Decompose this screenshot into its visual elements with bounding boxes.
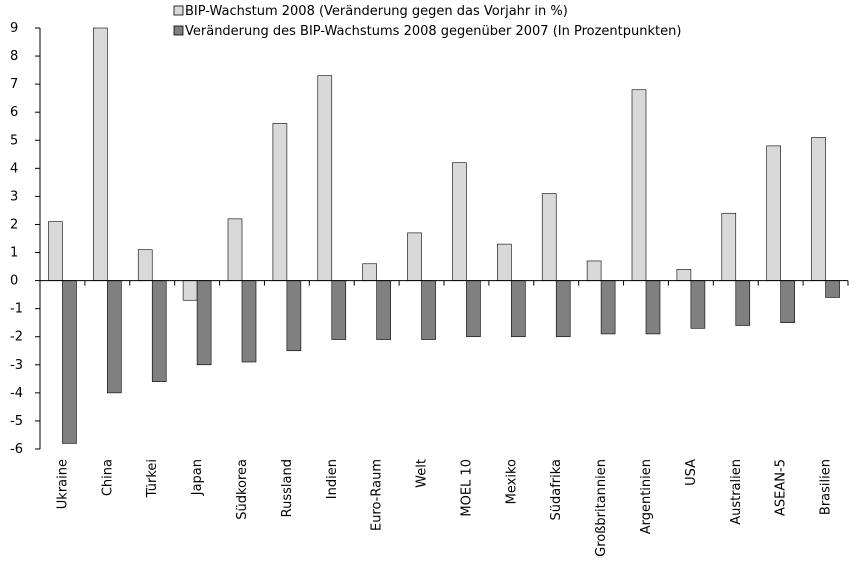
category-label: USA bbox=[684, 459, 699, 486]
category-label: Euro-Raum bbox=[370, 459, 385, 531]
bar-growth-2008 bbox=[317, 75, 333, 281]
y-tick-label: 3 bbox=[10, 189, 18, 204]
bar-growth-2008 bbox=[362, 263, 377, 281]
bar-change-vs-2007 bbox=[331, 280, 347, 340]
legend-label: BIP-Wachstum 2008 (Veränderung gegen das… bbox=[185, 4, 568, 19]
category-label: Australien bbox=[729, 459, 744, 525]
y-tick-label: -1 bbox=[10, 302, 23, 317]
legend-swatch bbox=[173, 25, 184, 36]
y-tick-label: 8 bbox=[10, 49, 18, 64]
bar-change-vs-2007 bbox=[62, 280, 77, 444]
y-tick-label: 9 bbox=[10, 21, 18, 36]
y-tick-label: 0 bbox=[10, 274, 18, 289]
y-tick-label: -5 bbox=[10, 414, 23, 429]
legend-swatch bbox=[173, 5, 184, 16]
y-tick-label: -4 bbox=[10, 386, 23, 401]
y-tick-label: -6 bbox=[10, 442, 23, 457]
y-tick-label: 1 bbox=[10, 246, 18, 261]
category-label: Großbritannien bbox=[594, 459, 609, 557]
bar-growth-2008 bbox=[721, 212, 737, 281]
category-label: Ukraine bbox=[55, 459, 70, 509]
category-label: Indien bbox=[325, 459, 340, 499]
bar-change-vs-2007 bbox=[645, 280, 661, 335]
bar-change-vs-2007 bbox=[196, 280, 212, 366]
bar-growth-2008 bbox=[541, 193, 557, 281]
bar-change-vs-2007 bbox=[600, 280, 616, 335]
bar-growth-2008 bbox=[227, 218, 243, 281]
y-axis: 9 8 7 6 5 4 3 2 1 0 -1 -2 -3 -4 -5 -6 bbox=[10, 21, 41, 457]
bar-change-vs-2007 bbox=[241, 280, 257, 363]
bar-change-vs-2007 bbox=[376, 280, 391, 340]
category-label: Brasilien bbox=[819, 459, 834, 515]
y-tick-label: -3 bbox=[10, 358, 23, 373]
bar-change-vs-2007 bbox=[151, 280, 167, 382]
category-label: Südafrika bbox=[549, 459, 564, 521]
category-label: ASEAN-5 bbox=[774, 459, 789, 516]
category-label: Japan bbox=[190, 459, 205, 496]
category-label: Argentinien bbox=[639, 459, 654, 534]
bar-change-vs-2007 bbox=[735, 280, 751, 326]
category-label: Welt bbox=[415, 459, 430, 488]
y-tick-label: -2 bbox=[10, 330, 23, 345]
bar-growth-2008 bbox=[497, 243, 512, 281]
bar-change-vs-2007 bbox=[780, 280, 795, 324]
bar-change-vs-2007 bbox=[286, 280, 302, 352]
bar-growth-2008 bbox=[586, 260, 602, 281]
y-tick-label: 7 bbox=[10, 77, 18, 92]
bar-growth-2008 bbox=[137, 249, 153, 281]
category-label: MOEL 10 bbox=[459, 459, 474, 517]
bar-growth-2008 bbox=[631, 89, 647, 281]
bar-change-vs-2007 bbox=[825, 280, 840, 298]
bar-growth-2008 bbox=[766, 145, 781, 281]
y-tick-label: 5 bbox=[10, 133, 18, 148]
bar-change-vs-2007 bbox=[466, 280, 481, 338]
bar-growth-2008 bbox=[93, 27, 108, 281]
bar-growth-2008 bbox=[407, 232, 422, 281]
x-axis: Ukraine China Türkei Japan Südkorea Russland I… bbox=[39, 280, 849, 557]
bar-growth-2008 bbox=[182, 280, 198, 301]
category-label: Südkorea bbox=[235, 459, 250, 520]
bar-change-vs-2007 bbox=[690, 280, 706, 329]
legend: BIP-Wachstum 2008 (Veränderung gegen das… bbox=[173, 4, 681, 39]
bar-change-vs-2007 bbox=[511, 280, 526, 338]
bar-growth-2008 bbox=[676, 269, 692, 281]
category-label: Russland bbox=[280, 459, 295, 517]
bar-growth-2008 bbox=[272, 123, 288, 281]
y-tick-label: 6 bbox=[10, 105, 18, 120]
bars bbox=[48, 27, 840, 444]
bar-change-vs-2007 bbox=[107, 280, 122, 394]
bar-growth-2008 bbox=[811, 137, 826, 281]
bar-change-vs-2007 bbox=[421, 280, 436, 340]
bar-growth-2008 bbox=[452, 162, 467, 281]
bar-change-vs-2007 bbox=[555, 280, 571, 338]
legend-label: Veränderung des BIP-Wachstums 2008 gegen… bbox=[185, 24, 681, 39]
category-label: Mexiko bbox=[504, 459, 519, 504]
category-label: China bbox=[100, 459, 115, 496]
y-tick-label: 2 bbox=[10, 217, 18, 232]
y-tick-label: 4 bbox=[10, 161, 18, 176]
category-label: Türkei bbox=[145, 459, 160, 498]
bar-growth-2008 bbox=[48, 221, 63, 281]
